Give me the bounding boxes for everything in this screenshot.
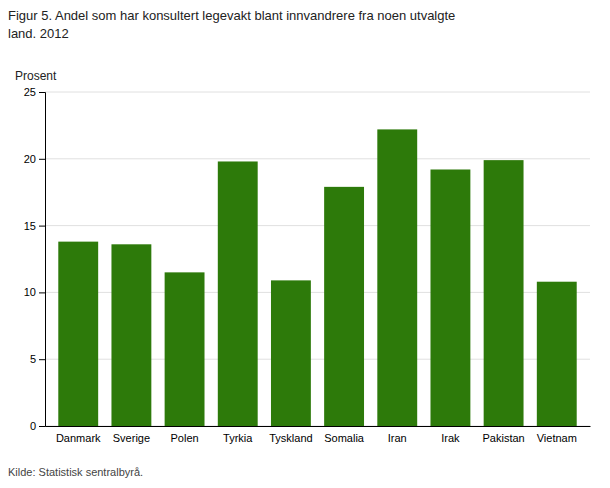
grid [45, 92, 590, 426]
bar [271, 280, 311, 426]
y-tick-label: 10 [24, 286, 36, 298]
x-axis-line [46, 426, 591, 427]
x-tick: Danmark [56, 432, 101, 444]
source: Kilde: Statistisk sentralbyrå. [8, 466, 143, 478]
x-tick-label: Iran [388, 432, 407, 444]
y-axis-line [39, 93, 46, 427]
title: land. 2012 [8, 26, 69, 41]
chart: Figur 5. Andel som har konsultert legeva… [0, 0, 610, 488]
bar [218, 161, 258, 426]
x-tick-label: Danmark [56, 432, 101, 444]
x-tick-label: Polen [171, 432, 199, 444]
x-tick: Somalia [324, 432, 365, 444]
x-tick-label: Vietnam [537, 432, 577, 444]
x-tick-label: Pakistan [482, 432, 524, 444]
y-tick: 10 [24, 286, 45, 298]
plot: 0 5 10 15 20 25 Danmark Sverige Polen Tyrkia Tyskl… [24, 86, 591, 444]
y-tick: 20 [24, 153, 45, 165]
y-tick-label: 20 [24, 153, 36, 165]
bar [430, 169, 470, 426]
bar [165, 272, 205, 426]
y-tick-label: 5 [30, 353, 36, 365]
y-tick-label: 15 [24, 220, 36, 232]
bar [58, 242, 98, 426]
grid-line [45, 158, 590, 159]
x-axis: Danmark Sverige Polen Tyrkia Tyskland Somalia… [46, 427, 591, 444]
bar [111, 244, 151, 426]
x-tick: Irak [441, 432, 460, 444]
grid-line [45, 92, 590, 93]
bars [58, 129, 576, 426]
y-tick-mark [39, 226, 45, 227]
bar [484, 160, 524, 426]
x-tick-label: Irak [441, 432, 460, 444]
x-tick: Vietnam [537, 432, 577, 444]
y-tick-mark [39, 92, 45, 93]
y-tick: 0 [30, 420, 45, 432]
y-tick-label: 0 [30, 420, 36, 432]
y-axis-label: Prosent [15, 69, 57, 83]
y-tick-mark [39, 359, 45, 360]
bar [324, 187, 364, 426]
bar [377, 129, 417, 426]
y-tick: 5 [30, 353, 45, 365]
x-tick: Sverige [113, 432, 150, 444]
y-tick-label: 25 [24, 86, 36, 98]
x-tick: Iran [388, 432, 407, 444]
x-tick: Tyrkia [223, 432, 253, 444]
bar [537, 282, 577, 426]
y-tick-mark [39, 159, 45, 160]
y-axis: 0 5 10 15 20 25 [24, 86, 46, 432]
title: Figur 5. Andel som har konsultert legeva… [8, 8, 455, 23]
x-tick-label: Tyskland [269, 432, 312, 444]
y-tick-mark [39, 292, 45, 293]
x-tick: Tyskland [269, 432, 312, 444]
y-tick: 25 [24, 86, 45, 98]
x-tick-label: Tyrkia [223, 432, 253, 444]
x-tick-label: Sverige [113, 432, 150, 444]
y-tick: 15 [24, 220, 45, 232]
x-tick: Polen [171, 432, 199, 444]
x-tick: Pakistan [482, 432, 524, 444]
x-tick-label: Somalia [324, 432, 365, 444]
y-tick-mark [39, 426, 45, 427]
